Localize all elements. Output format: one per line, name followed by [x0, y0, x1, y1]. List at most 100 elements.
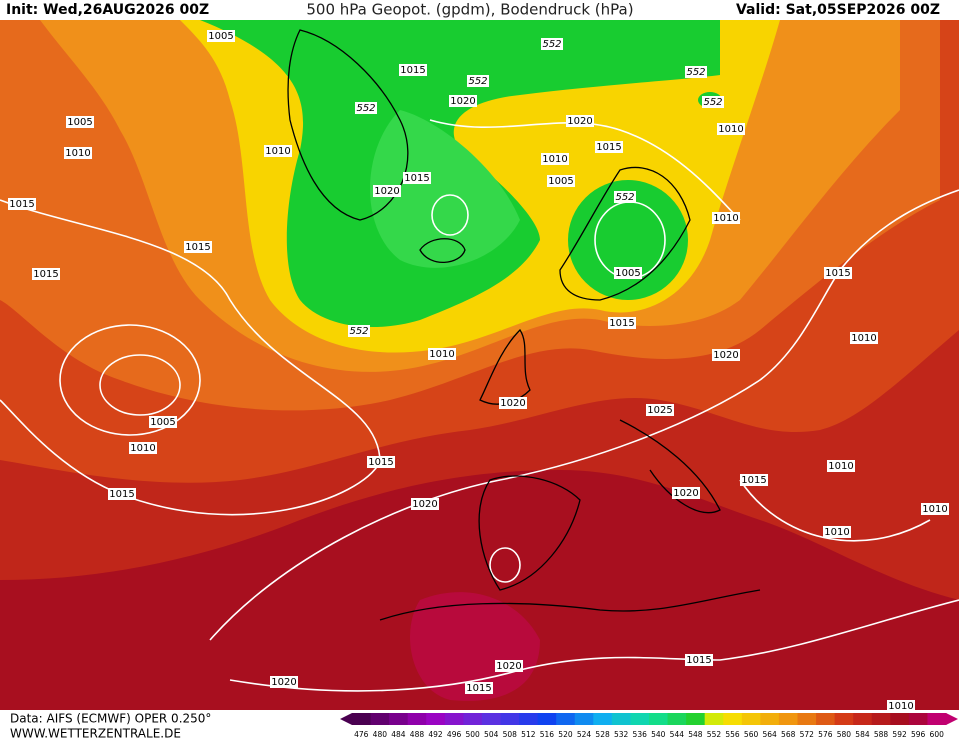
isobar-label: 1020: [374, 186, 399, 197]
legend-swatch: [853, 713, 873, 725]
isobar-label: 1015: [404, 173, 429, 184]
field-548-scandinavia: [568, 180, 688, 300]
isobar-label: 1020: [713, 350, 738, 361]
isobar-label-box: [712, 349, 740, 361]
legend-label: 544: [670, 730, 685, 739]
isobar-label-box: [465, 682, 493, 694]
isobar-label-box: [824, 267, 852, 279]
map-field: [0, 20, 959, 710]
legend-swatch: [370, 713, 390, 725]
isobar-label: 1010: [542, 154, 567, 165]
legend-label: 564: [762, 730, 777, 739]
coast-greenland: [287, 29, 409, 221]
isobar-label: 1015: [596, 142, 621, 153]
legend-arrow-left: [340, 713, 352, 725]
site-url: WWW.WETTERZENTRALE.DE: [10, 727, 181, 741]
isobar-label-box: [373, 185, 401, 197]
legend-label: 512: [521, 730, 536, 739]
geopot-label: 552: [542, 39, 561, 50]
legend-swatch: [463, 713, 483, 725]
legend-label: 568: [781, 730, 796, 739]
isobar: [209, 189, 959, 641]
isobar-label-box: [547, 175, 575, 187]
isobar-label-box: [399, 64, 427, 76]
isobar-label: 1010: [828, 461, 853, 472]
isobar: [489, 547, 521, 583]
isobar-label: 1005: [615, 268, 640, 279]
isobar-label-box: [411, 498, 439, 510]
isobar-label: 1020: [673, 488, 698, 499]
coast-iberia: [478, 475, 581, 591]
legend-swatch: [481, 713, 501, 725]
isobar-label: 1010: [65, 148, 90, 159]
map-title: 500 hPa Geopot. (gpdm), Bodendruck (hPa): [306, 1, 633, 19]
legend-swatch: [871, 713, 891, 725]
isobar: [99, 354, 181, 416]
isobar-label: 1005: [208, 31, 233, 42]
geopot-label: 552: [349, 326, 368, 337]
isobar-label: 1015: [609, 318, 634, 329]
isobar-label-box: [595, 141, 623, 153]
legend-label: 540: [651, 730, 666, 739]
legend-label: 560: [744, 730, 759, 739]
isobar-label: 1015: [109, 489, 134, 500]
legend-swatch: [352, 713, 372, 725]
legend-label: 492: [428, 730, 443, 739]
legend-label: 592: [892, 730, 907, 739]
isobar-label-box: [403, 172, 431, 184]
isobar-label-box: [108, 488, 136, 500]
isobar-label: 1005: [150, 417, 175, 428]
geopot-label: 552: [703, 97, 722, 108]
isobar-label-box: [449, 95, 477, 107]
legend-swatch: [704, 713, 724, 725]
data-source: Data: AIFS (ECMWF) OPER 0.250°: [10, 712, 211, 726]
isobar-label: 1020: [271, 677, 296, 688]
legend-label: 520: [558, 730, 573, 739]
isobar-label: 1010: [130, 443, 155, 454]
legend-label: 484: [391, 730, 406, 739]
isobar-label-box: [823, 526, 851, 538]
header-bar: [0, 0, 959, 20]
isobar-label-box: [608, 317, 636, 329]
geopot-label-box: [541, 38, 563, 50]
legend-label: 572: [800, 730, 815, 739]
isobar-label-box: [367, 456, 395, 468]
isobar-label-box: [495, 660, 523, 672]
isobar-label-box: [66, 116, 94, 128]
legend-label: 596: [911, 730, 926, 739]
legend-swatch: [686, 713, 706, 725]
isobar-label-box: [887, 700, 915, 712]
legend-label: 500: [465, 730, 480, 739]
isobar-label: 1015: [185, 242, 210, 253]
legend-swatch: [927, 713, 947, 725]
color-legend: 476 480 484 488 492 496 500 504 508 512 516 520 524 5…: [340, 713, 958, 739]
isobar: [229, 599, 959, 692]
legend-label: 584: [855, 730, 870, 739]
isobar-label-box: [8, 198, 36, 210]
geopot-label-box: [467, 75, 489, 87]
geopot-label: 552: [356, 103, 375, 114]
isobar-label-box: [129, 442, 157, 454]
isobar-label-box: [921, 503, 949, 515]
isobar-label-box: [264, 145, 292, 157]
legend-swatch: [760, 713, 780, 725]
geopot-label-box: [702, 96, 724, 108]
legend-swatch: [519, 713, 539, 725]
isobar-label-box: [850, 332, 878, 344]
legend-swatch: [741, 713, 761, 725]
legend-swatch: [426, 713, 446, 725]
legend-swatch: [649, 713, 669, 725]
isobar-label: 1010: [922, 504, 947, 515]
isobar-label-box: [428, 348, 456, 360]
legend-arrow-right: [946, 713, 958, 725]
isobar: [429, 119, 741, 221]
isobar-label-box: [646, 404, 674, 416]
legend-swatch: [611, 713, 631, 725]
isobar-label: 1005: [67, 117, 92, 128]
legend-label: 516: [540, 730, 555, 739]
isobar-label: 1010: [429, 349, 454, 360]
isobar-label: 1015: [9, 199, 34, 210]
isobar-label-box: [270, 676, 298, 688]
geopot-label-box: [348, 325, 370, 337]
isobar-label: 1010: [851, 333, 876, 344]
